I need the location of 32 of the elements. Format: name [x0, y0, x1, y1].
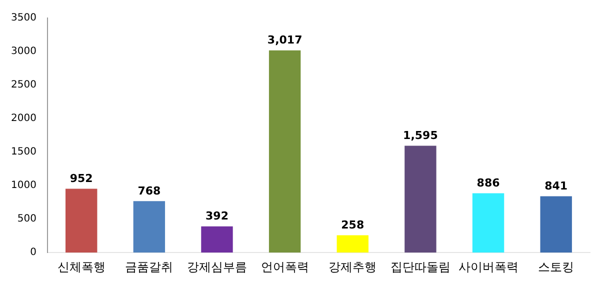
x-tick-label: 신체폭행 — [57, 260, 106, 274]
data-label: 768 — [138, 184, 161, 198]
y-tick-label: 1000 — [10, 180, 36, 192]
data-label: 1,595 — [403, 129, 438, 142]
data-label: 886 — [476, 176, 500, 190]
x-tick-label: 강제추행 — [328, 260, 377, 274]
y-tick-label: 2000 — [10, 113, 36, 124]
x-tick-label: 집단따돌림 — [390, 260, 450, 274]
bar — [540, 196, 572, 253]
x-tick-label: 사이버폭력 — [458, 260, 518, 274]
bar — [472, 193, 504, 253]
bar — [133, 201, 166, 253]
x-tick-label: 금품갈취 — [125, 260, 174, 274]
x-tick-label: 언어폭력 — [260, 260, 309, 274]
bar — [336, 235, 368, 253]
data-label: 392 — [206, 210, 228, 223]
x-tick-label: 스토킹 — [538, 260, 574, 274]
bar — [66, 188, 98, 253]
x-tick-label: 강제심부름 — [186, 260, 247, 274]
bar — [268, 50, 301, 253]
data-label: 952 — [70, 172, 93, 186]
y-tick-label: 1500 — [10, 146, 36, 158]
y-tick-label: 2500 — [10, 80, 36, 91]
y-tick-label: 500 — [17, 214, 36, 225]
y-tick-label: 3500 — [10, 12, 36, 24]
bar — [201, 226, 233, 253]
data-label: 841 — [544, 180, 568, 193]
y-tick-label: 0 — [30, 247, 36, 258]
data-label: 258 — [341, 218, 364, 232]
data-label: 3,017 — [267, 34, 302, 47]
bar — [404, 146, 436, 253]
y-tick-label: 3000 — [10, 46, 36, 58]
